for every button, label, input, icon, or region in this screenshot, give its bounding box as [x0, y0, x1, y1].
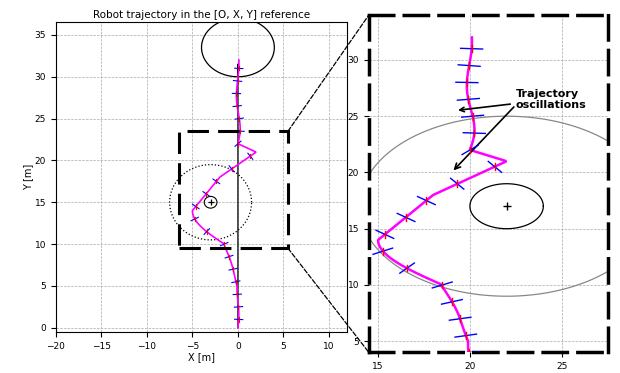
Bar — [179, 131, 288, 248]
X-axis label: X [m]: X [m] — [188, 352, 215, 362]
Y-axis label: Y [m]: Y [m] — [23, 164, 33, 190]
Title: Robot trajectory in the [O, X, Y] reference: Robot trajectory in the [O, X, Y] refere… — [93, 10, 310, 20]
Text: Trajectory
oscillations: Trajectory oscillations — [460, 88, 587, 112]
